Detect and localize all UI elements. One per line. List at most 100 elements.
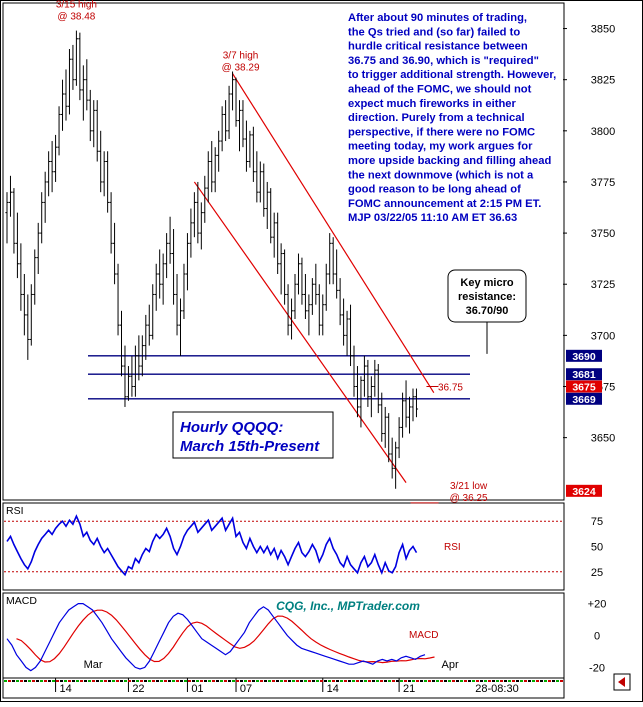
ohlc-bar [217, 130, 221, 172]
ohlc-bar [241, 100, 245, 148]
ohlc-bar [314, 263, 318, 305]
ohlc-bar [119, 310, 124, 377]
ohlc-bar [400, 392, 405, 438]
ohlc-bar [352, 345, 356, 397]
commentary-line: expect much fireworks in either [348, 98, 517, 110]
price-tag-box [566, 368, 602, 381]
rsi-y-tick-label: 25 [591, 567, 603, 579]
session-strip-segment [108, 680, 111, 682]
session-strip-segment [376, 680, 379, 682]
session-strip-segment [432, 680, 435, 682]
session-strip-segment [284, 680, 287, 682]
session-strip-segment [128, 680, 131, 682]
session-strip-segment [340, 680, 343, 682]
ohlc-bar [224, 100, 228, 142]
y-tick-label: 3750 [591, 228, 615, 240]
rsi-panel [2, 502, 565, 591]
session-strip-segment [332, 680, 335, 682]
session-strip-segment [36, 680, 39, 682]
price-tag-box [566, 484, 602, 497]
session-strip-segment [24, 680, 27, 682]
day-label: 21 [403, 683, 415, 695]
session-strip-segment [544, 680, 547, 682]
session-strip-segment [400, 680, 403, 682]
ohlc-bar [168, 216, 172, 264]
ohlc-bar [71, 44, 75, 90]
y-tick-label: 3650 [591, 433, 615, 445]
day-label: 22 [132, 683, 144, 695]
session-strip-segment [220, 680, 223, 682]
copyright-label: CQG, Inc., MPTrader.com [276, 599, 420, 613]
ohlc-bar [321, 294, 325, 336]
commentary-line: After about 90 minutes of trading, [348, 12, 527, 24]
ohlc-bar [251, 126, 255, 182]
ohlc-bar [165, 233, 169, 279]
macd-y-tick-label: +20 [588, 599, 607, 611]
session-strip-segment [276, 680, 279, 682]
session-strip-segment [556, 680, 559, 682]
ohlc-bar [185, 233, 190, 291]
ohlc-bar [390, 437, 394, 479]
session-strip-segment [256, 680, 259, 682]
ohlc-bar [196, 181, 200, 244]
session-strip-segment [92, 680, 95, 682]
session-strip-segment [208, 680, 211, 682]
ohlc-bar [81, 65, 85, 121]
session-strip-segment [536, 680, 539, 682]
ohlc-bar [324, 263, 328, 311]
session-strip-segment [516, 680, 519, 682]
ohlc-bar [227, 85, 231, 139]
session-strip-segment [512, 680, 515, 682]
y-tick-label: 3700 [591, 330, 615, 342]
ohlc-bar [369, 376, 373, 418]
session-strip-segment [244, 680, 247, 682]
session-strip-segment [476, 680, 479, 682]
macd-line [6, 602, 426, 672]
ohlc-bar [272, 212, 276, 258]
ohlc-bar [341, 298, 346, 346]
session-strip-segment [480, 680, 483, 682]
chart-title-line2: March 15th-Present [180, 438, 320, 455]
ohlc-bar [373, 359, 377, 397]
ohlc-bar [19, 243, 23, 311]
session-strip-segment [132, 680, 135, 682]
ohlc-bar [178, 298, 183, 356]
session-strip-segment [192, 680, 195, 682]
ohlc-bar [411, 388, 415, 422]
ohlc-bar [335, 249, 339, 299]
session-strip-segment [240, 680, 243, 682]
commentary-line: ahead of the FOMC, we should not [348, 84, 532, 96]
ohlc-bar [154, 263, 158, 311]
session-strip-segment [488, 680, 491, 682]
ohlc-bar [151, 284, 155, 340]
ohlc-bar [116, 263, 120, 336]
session-strip-segment [260, 680, 263, 682]
annotation-321-low-line1: 3/21 low [450, 481, 488, 492]
y-tick-label: 3800 [591, 126, 615, 138]
session-strip-segment [60, 680, 63, 682]
ohlc-bar [255, 151, 259, 203]
ohlc-bar [258, 161, 262, 203]
ohlc-bar [376, 364, 380, 414]
session-strip-segment [424, 680, 427, 682]
session-strip-segment [308, 680, 311, 682]
session-strip-segment [504, 680, 507, 682]
ohlc-bar [43, 171, 47, 223]
price-tag-label: 3681 [572, 369, 596, 381]
ohlc-bar [109, 192, 113, 254]
session-strip-segment [452, 680, 455, 682]
session-strip-segment [180, 680, 183, 682]
month-label: Mar [84, 659, 103, 671]
scroll-arrow-icon [613, 673, 631, 691]
ohlc-bar [26, 294, 30, 360]
commentary-line: good reason to be long ahead of [348, 184, 521, 196]
ohlc-bar [338, 278, 342, 326]
ohlc-bar [5, 192, 9, 244]
session-strip-segment [416, 680, 419, 682]
y-tick-label: 3725 [591, 279, 615, 291]
session-strip-segment [96, 680, 99, 682]
commentary-line: the next downmove (which is not a [348, 169, 534, 181]
ohlc-bar [57, 106, 61, 156]
ohlc-bar [130, 355, 134, 397]
